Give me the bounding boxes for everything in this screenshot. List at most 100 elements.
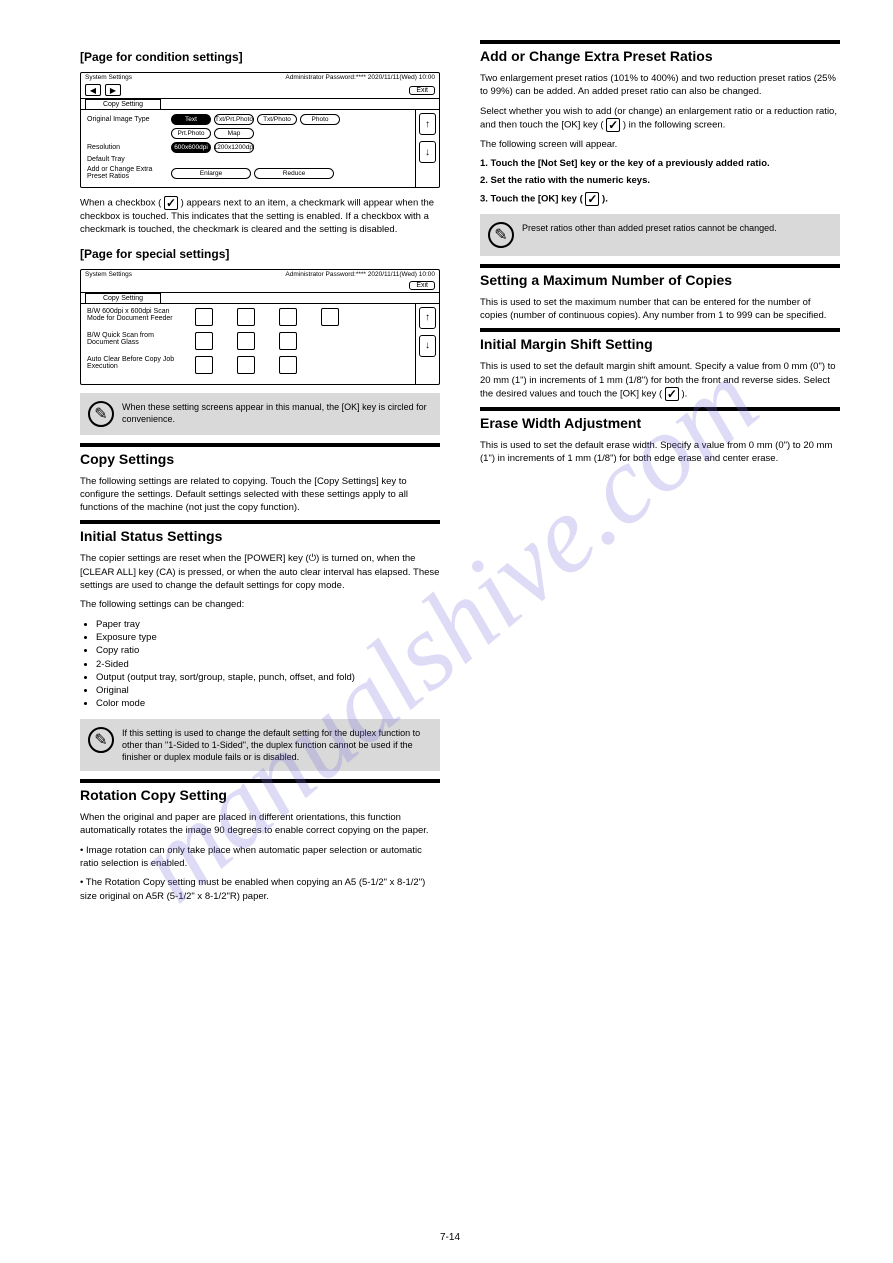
note-text-preset: Preset ratios other than added preset ra… — [522, 222, 832, 234]
checkbox-row-label: Auto Clear Before Copy Job Execution — [87, 356, 183, 374]
pencil-icon: ✎ — [88, 727, 114, 753]
initial-status-heading: Initial Status Settings — [80, 520, 440, 544]
preset-body1: Two enlargement preset ratios (101% to 4… — [480, 72, 840, 99]
pencil-icon: ✎ — [488, 222, 514, 248]
option-checkbox[interactable] — [279, 332, 297, 350]
option-button[interactable]: Txt/Prt.Photo — [214, 114, 254, 125]
pencil-icon: ✎ — [88, 401, 114, 427]
option-checkbox[interactable] — [237, 308, 255, 326]
note-duplex: ✎ If this setting is used to change the … — [80, 719, 440, 771]
option-button[interactable]: Reduce — [254, 168, 334, 179]
initial-status-list: Paper trayExposure typeCopy ratio2-Sided… — [96, 618, 440, 711]
copy-setting-tab-2[interactable]: Copy Setting — [85, 293, 161, 303]
max-copies-body: This is used to set the maximum number t… — [480, 296, 840, 323]
panel2-sidebar: ↑ ↓ — [415, 304, 439, 384]
ok-icon — [606, 118, 620, 132]
scroll-up-button[interactable]: ↑ — [419, 113, 436, 135]
option-checkbox[interactable] — [195, 332, 213, 350]
panel1-title: System Settings — [85, 74, 132, 81]
ok-icon — [665, 387, 679, 401]
setting-label: Add or Change Extra Preset Ratios — [87, 166, 171, 180]
exit-button-2[interactable]: Exit — [409, 281, 435, 290]
option-checkbox[interactable] — [195, 308, 213, 326]
panel1-timestamp: Administrator Password:**** 2020/11/11(W… — [285, 74, 435, 81]
option-checkbox[interactable] — [237, 356, 255, 374]
special-page-subheading: [Page for special settings] — [80, 247, 440, 261]
option-button[interactable]: Enlarge — [171, 168, 251, 179]
scroll-up-button-2[interactable]: ↑ — [419, 307, 436, 329]
left-column: [Page for condition settings] System Set… — [80, 40, 440, 909]
option-button[interactable]: 1200x1200dpi — [214, 142, 254, 153]
initial-status-body2: The following settings can be changed: — [80, 598, 440, 611]
checkbox-row: B/W 600dpi x 600dpi Scan Mode for Docume… — [87, 308, 409, 326]
option-button[interactable]: Txt/Photo — [257, 114, 297, 125]
panel1-sidebar: ↑ ↓ — [415, 110, 439, 187]
setting-row: Original Image TypeTextTxt/Prt.PhotoTxt/… — [87, 114, 409, 125]
panel1-statusbar: System Settings Administrator Password:*… — [81, 73, 439, 82]
setting-row: Default Tray — [87, 156, 409, 163]
checkbox-row: Auto Clear Before Copy Job Execution — [87, 356, 409, 374]
nav-right-button[interactable]: ▶ — [105, 84, 121, 96]
note-preset: ✎ Preset ratios other than added preset … — [480, 214, 840, 256]
setting-label: Resolution — [87, 144, 171, 151]
option-button[interactable]: Photo — [300, 114, 340, 125]
scroll-down-button-2[interactable]: ↓ — [419, 335, 436, 357]
erase-width-heading: Erase Width Adjustment — [480, 407, 840, 431]
right-column: Add or Change Extra Preset Ratios Two en… — [480, 40, 840, 909]
copy-setting-tab[interactable]: Copy Setting — [85, 99, 161, 109]
note-ok-circled: ✎ When these setting screens appear in t… — [80, 393, 440, 435]
option-button[interactable]: Text — [171, 114, 211, 125]
option-checkbox[interactable] — [279, 308, 297, 326]
option-button[interactable]: Prt.Photo — [171, 128, 211, 139]
list-item: Original — [96, 684, 440, 697]
rotation-note2: • The Rotation Copy setting must be enab… — [80, 876, 440, 903]
copy-settings-heading: Copy Settings — [80, 443, 440, 467]
margin-shift-heading: Initial Margin Shift Setting — [480, 328, 840, 352]
option-checkbox[interactable] — [321, 308, 339, 326]
list-item: Paper tray — [96, 618, 440, 631]
checkbox-explanation: When a checkbox ( ) appears next to an i… — [80, 196, 440, 237]
panel2-timestamp: Administrator Password:**** 2020/11/11(W… — [285, 271, 435, 278]
setting-label: Default Tray — [87, 156, 171, 163]
panel1-body: Original Image TypeTextTxt/Prt.PhotoTxt/… — [81, 110, 439, 187]
option-button[interactable]: 600x600dpi — [171, 142, 211, 153]
list-item: Exposure type — [96, 631, 440, 644]
panel2-statusbar: System Settings Administrator Password:*… — [81, 270, 439, 279]
checkbox-row: B/W Quick Scan from Document Glass — [87, 332, 409, 350]
option-checkbox[interactable] — [279, 356, 297, 374]
step-1: 1. Touch the [Not Set] key or the key of… — [480, 157, 840, 170]
initial-status-body1: The copier settings are reset when the [… — [80, 552, 440, 592]
scroll-down-button[interactable]: ↓ — [419, 141, 436, 163]
option-checkbox[interactable] — [237, 332, 255, 350]
margin-shift-body: This is used to set the default margin s… — [480, 360, 840, 401]
option-button[interactable]: Map — [214, 128, 254, 139]
setting-row: Prt.PhotoMap — [87, 128, 409, 139]
condition-page-subheading: [Page for condition settings] — [80, 50, 440, 64]
list-item: 2-Sided — [96, 658, 440, 671]
preset-steps-intro: The following screen will appear. — [480, 138, 840, 151]
list-item: Copy ratio — [96, 644, 440, 657]
max-copies-heading: Setting a Maximum Number of Copies — [480, 264, 840, 288]
preset-body2: Select whether you wish to add (or chang… — [480, 105, 840, 132]
checkbox-row-label: B/W 600dpi x 600dpi Scan Mode for Docume… — [87, 308, 183, 326]
panel2-topbar: Exit — [81, 279, 439, 293]
condition-panel: System Settings Administrator Password:*… — [80, 72, 440, 188]
panel2-title: System Settings — [85, 271, 132, 278]
option-checkbox[interactable] — [195, 356, 213, 374]
panel2-tabrow: Copy Setting — [81, 293, 439, 304]
rotation-heading: Rotation Copy Setting — [80, 779, 440, 803]
ok-icon — [585, 192, 599, 206]
note-text-2: If this setting is used to change the de… — [122, 727, 432, 763]
page-number: 7-14 — [440, 1232, 460, 1243]
panel2-body: B/W 600dpi x 600dpi Scan Mode for Docume… — [81, 304, 439, 384]
preset-ratios-heading: Add or Change Extra Preset Ratios — [480, 40, 840, 64]
rotation-body: When the original and paper are placed i… — [80, 811, 440, 838]
copy-settings-body: The following settings are related to co… — [80, 475, 440, 515]
exit-button[interactable]: Exit — [409, 86, 435, 95]
special-panel: System Settings Administrator Password:*… — [80, 269, 440, 385]
setting-row: Add or Change Extra Preset RatiosEnlarge… — [87, 166, 409, 180]
panel1-topbar: ◀ ▶ Exit — [81, 82, 439, 99]
setting-label: Original Image Type — [87, 116, 171, 123]
nav-left-button[interactable]: ◀ — [85, 84, 101, 96]
panel1-tabrow: Copy Setting — [81, 99, 439, 110]
